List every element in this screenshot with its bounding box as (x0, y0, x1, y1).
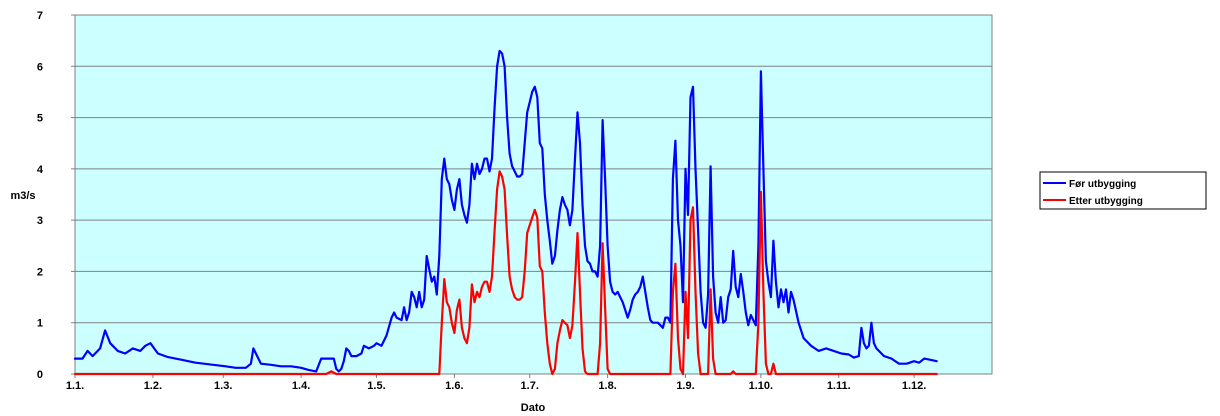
y-axis-title: m3/s (10, 190, 35, 202)
x-tick-label: 1.5. (367, 380, 385, 392)
legend-box (1039, 171, 1207, 210)
y-tick-label: 5 (37, 113, 43, 125)
y-tick-label: 7 (37, 10, 43, 22)
y-tick-label: 4 (37, 164, 44, 176)
legend: Før utbygging Etter utbygging (1039, 171, 1207, 210)
y-tick-label: 2 (37, 266, 43, 278)
x-tick-label: 1.8. (598, 380, 616, 392)
x-tick-label: 1.2. (144, 380, 162, 392)
x-tick-label: 1.11. (827, 380, 851, 392)
x-tick-label: 1.3. (214, 380, 232, 392)
x-tick-label: 1.4. (292, 380, 310, 392)
y-tick-label: 6 (37, 61, 43, 73)
x-axis-ticks: 1.1. 1.2. 1.3. 1.4. 1.5. 1.6. 1.7. 1.8. 1.9. 1.10… (66, 374, 926, 392)
x-tick-label: 1.7. (521, 380, 539, 392)
legend-label-before: Før utbygging (1069, 179, 1136, 190)
series-line-after (73, 170, 938, 376)
x-tick-label: 1.6. (445, 380, 463, 392)
y-tick-label: 3 (37, 215, 43, 227)
gridlines (75, 65, 992, 324)
x-tick-label: 1.9. (676, 380, 694, 392)
x-tick-label: 1.1. (66, 380, 84, 392)
series-lines (73, 49, 938, 376)
y-tick-label: 0 (37, 369, 43, 381)
y-axis-ticks: 0 1 2 3 4 5 6 7 (37, 10, 75, 381)
x-axis-title: Dato (521, 402, 546, 414)
x-tick-label: 1.12. (902, 380, 926, 392)
plot-area (74, 14, 993, 375)
series-line-before (73, 49, 938, 373)
x-tick-label: 1.10. (749, 380, 773, 392)
y-tick-label: 1 (37, 318, 43, 330)
legend-label-after: Etter utbygging (1069, 196, 1143, 207)
